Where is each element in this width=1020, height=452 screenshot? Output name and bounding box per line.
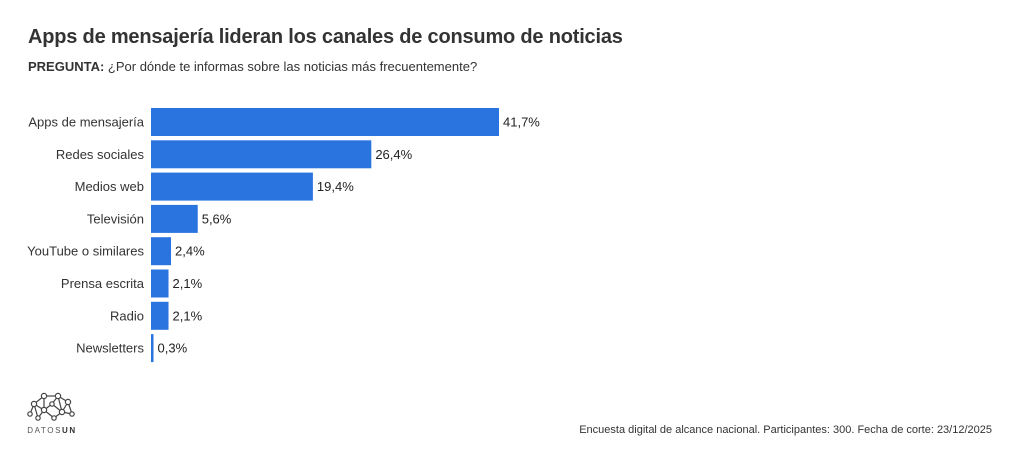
datosun-logo-icon bbox=[27, 392, 75, 421]
category-label-3: Medios web bbox=[75, 179, 144, 194]
subtitle-prefix: PREGUNTA: bbox=[28, 59, 105, 74]
bar-3 bbox=[151, 172, 313, 201]
chart-title: Apps de mensajería lideran los canales d… bbox=[28, 26, 623, 48]
value-label-6: 2,1% bbox=[173, 276, 203, 291]
bar-1 bbox=[151, 108, 499, 136]
bar-6 bbox=[151, 269, 169, 298]
chart-subtitle: PREGUNTA: ¿Por dónde te informas sobre l… bbox=[28, 59, 477, 74]
category-label-7: Radio bbox=[110, 308, 144, 323]
category-label-6: Prensa escrita bbox=[61, 276, 145, 291]
value-label-1: 41,7% bbox=[503, 115, 540, 130]
value-label-8: 0,3% bbox=[158, 341, 188, 356]
footer-note: Encuesta digital de alcance nacional. Pa… bbox=[579, 424, 992, 436]
bar-8 bbox=[151, 334, 154, 363]
bar-4 bbox=[151, 204, 198, 233]
value-label-4: 5,6% bbox=[202, 211, 232, 226]
value-label-7: 2,1% bbox=[173, 308, 203, 323]
datosun-logo: DATOSUN bbox=[26, 390, 78, 438]
bar-2 bbox=[151, 140, 372, 169]
category-label-8: Newsletters bbox=[76, 341, 144, 356]
logo-text-light: DATOS bbox=[27, 426, 63, 435]
datosun-logo-text: DATOSUN bbox=[26, 426, 78, 435]
category-label-1: Apps de mensajería bbox=[28, 115, 144, 130]
bar-7 bbox=[151, 301, 169, 330]
value-label-5: 2,4% bbox=[175, 244, 205, 259]
category-label-4: Televisión bbox=[87, 211, 144, 226]
logo-text-bold: UN bbox=[62, 426, 77, 435]
category-label-2: Redes sociales bbox=[56, 147, 145, 162]
value-label-3: 19,4% bbox=[317, 179, 354, 194]
bar-5 bbox=[151, 237, 172, 266]
value-label-2: 26,4% bbox=[375, 147, 412, 162]
subtitle-question: ¿Por dónde te informas sobre las noticia… bbox=[104, 59, 478, 74]
category-label-5: YouTube o similares bbox=[27, 244, 144, 259]
